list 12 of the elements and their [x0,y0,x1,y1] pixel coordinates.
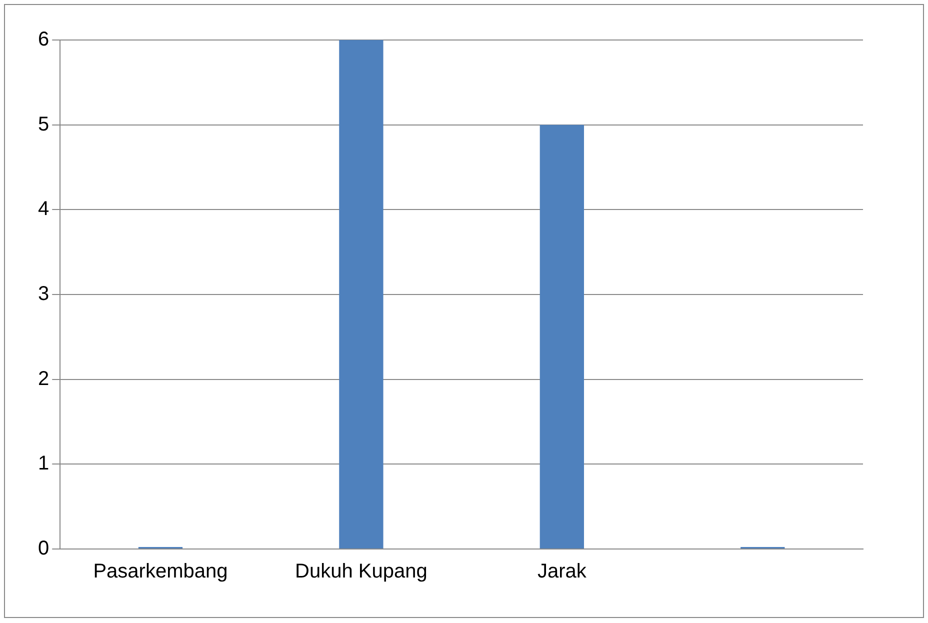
y-tick-label: 0 [38,538,50,560]
y-tick-label: 2 [38,368,50,390]
y-tick-label: 3 [38,283,50,306]
x-tick-label: Dukuh Kupang [295,560,428,583]
y-tick-label: 5 [38,113,50,136]
y-tick-label: 1 [38,452,50,475]
x-tick-label: Jarak [537,560,588,583]
y-tick-label: 4 [38,198,50,220]
y-tick-label: 6 [38,28,50,51]
bar [540,124,584,548]
x-tick-label: Pasarkembang [93,560,228,583]
bar [339,40,384,548]
